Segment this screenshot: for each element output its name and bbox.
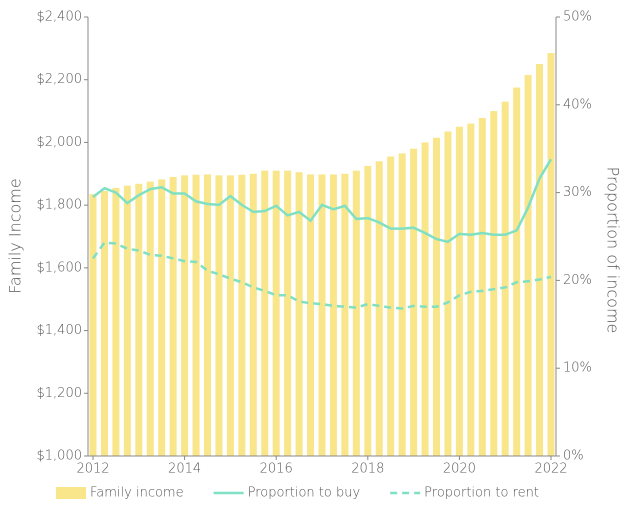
bar	[433, 137, 440, 456]
y-tick-label: $1,000	[37, 449, 83, 464]
legend-swatch	[56, 487, 86, 499]
x-tick-label: 2014	[168, 462, 201, 477]
bar	[524, 75, 532, 456]
bar	[501, 101, 509, 457]
y-tick-label: $1,200	[37, 386, 83, 401]
bar	[215, 175, 223, 456]
line	[92, 158, 553, 244]
legend-label: Proportion to buy	[248, 486, 361, 501]
bar	[478, 117, 486, 456]
bar	[444, 131, 452, 457]
x-tick-label: 2012	[76, 462, 109, 477]
bar	[341, 173, 349, 457]
bar	[455, 126, 463, 456]
legend-label: Family income	[90, 486, 184, 501]
bar	[89, 194, 97, 457]
bar	[146, 181, 154, 456]
y-tick-label: $2,400	[37, 10, 83, 25]
y-tick-label: $1,400	[37, 323, 83, 338]
y-tick-label: $2,000	[37, 135, 83, 150]
line	[91, 241, 552, 310]
bar	[364, 165, 372, 457]
y-tick-label: $1,800	[37, 198, 83, 213]
bar	[238, 174, 246, 456]
bar	[490, 111, 498, 457]
y2-tick-label: 20%	[563, 273, 592, 288]
bar	[169, 176, 177, 456]
bar	[112, 187, 120, 456]
bar	[318, 174, 326, 457]
y2-tick-label: 50%	[563, 10, 592, 25]
y-axis-title: Family Income	[6, 178, 25, 293]
y2-tick-label: 40%	[563, 97, 592, 112]
y2-tick-label: 10%	[563, 361, 592, 376]
bar	[307, 174, 315, 457]
bar	[181, 175, 189, 456]
bar	[158, 179, 166, 456]
bar	[329, 174, 337, 457]
bar	[295, 172, 303, 457]
y2-axis-title: Proportion of income	[604, 167, 623, 334]
bar	[261, 170, 269, 456]
bar	[192, 174, 200, 456]
y-tick-label: $2,200	[37, 72, 83, 87]
bar	[398, 153, 406, 456]
bar	[204, 174, 211, 457]
y-tick-label: $1,600	[37, 260, 83, 275]
bar	[249, 173, 257, 457]
y2-tick-label: 0%	[563, 449, 584, 464]
bar	[513, 87, 521, 456]
x-tick-label: 2016	[260, 462, 293, 477]
bar	[272, 170, 280, 456]
bar	[226, 175, 234, 456]
legend-label: Proportion to rent	[424, 486, 539, 501]
bar	[123, 185, 131, 457]
x-tick-label: 2018	[351, 462, 384, 477]
bar	[536, 64, 544, 457]
bar	[467, 123, 475, 456]
bar	[421, 142, 429, 456]
bar	[375, 161, 383, 456]
bar	[100, 191, 108, 456]
bar	[352, 170, 360, 456]
bar	[387, 156, 395, 456]
bar	[547, 53, 555, 456]
bar	[410, 148, 418, 456]
x-tick-label: 2022	[534, 462, 567, 477]
bar	[135, 183, 143, 456]
x-tick-label: 2020	[443, 462, 476, 477]
y2-tick-label: 30%	[563, 185, 592, 200]
bar	[284, 170, 292, 456]
